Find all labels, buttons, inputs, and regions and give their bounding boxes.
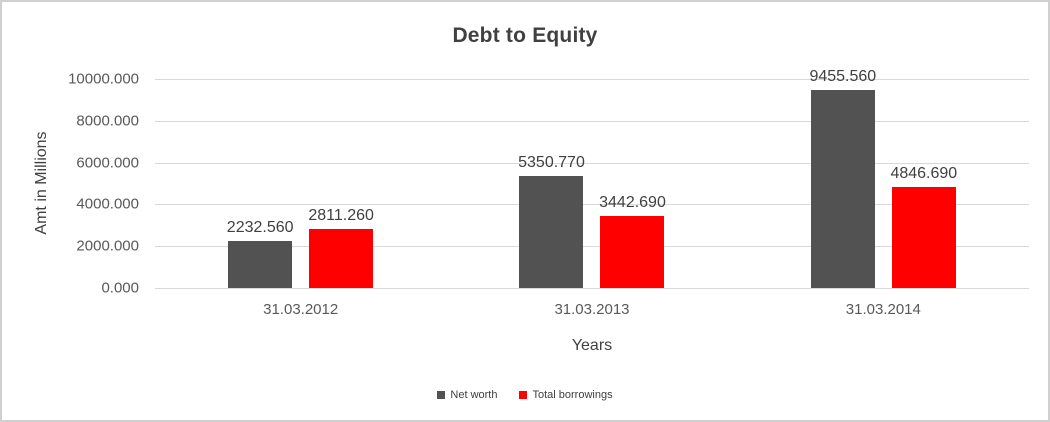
legend-label: Net worth xyxy=(450,389,498,401)
legend-swatch-icon xyxy=(519,391,528,399)
bar-group: 2232.560 2811.260 xyxy=(155,79,446,288)
bar-total-borrowings: 2811.260 xyxy=(308,207,374,288)
gridline xyxy=(155,288,1029,289)
bar-groups: 2232.560 2811.260 5350.770 3442.690 9455.560… xyxy=(155,68,1029,288)
data-label: 4846.690 xyxy=(890,164,958,182)
y-tick-label: 0.000 xyxy=(101,279,139,297)
data-label: 2232.560 xyxy=(226,219,294,237)
bar-total-borrowings: 4846.690 xyxy=(890,165,957,288)
y-axis-ticks: 10000.000 8000.000 6000.000 4000.000 2000.00… xyxy=(2,71,147,297)
chart-title: Debt to Equity xyxy=(452,24,598,47)
x-axis-title: Years xyxy=(571,337,613,354)
plot-area: 2232.560 2811.260 5350.770 3442.690 9455.560… xyxy=(155,68,1029,289)
bar-net-worth: 2232.560 xyxy=(227,219,294,288)
y-tick-label: 6000.000 xyxy=(76,154,139,172)
legend-label: Total borrowings xyxy=(532,389,613,401)
gridline xyxy=(155,204,1029,206)
gridline xyxy=(155,79,1029,80)
x-tick-label: 31.03.2014 xyxy=(845,301,921,318)
bar-group: 9455.560 4846.690 xyxy=(738,68,1029,288)
x-tick-label: 31.03.2012 xyxy=(263,301,339,318)
data-label: 3442.690 xyxy=(599,194,666,212)
data-label: 2811.260 xyxy=(308,207,374,225)
gridline xyxy=(155,246,1029,248)
y-tick-label: 2000.000 xyxy=(76,237,139,255)
data-label: 5350.770 xyxy=(518,154,585,172)
bar-total-borrowings: 3442.690 xyxy=(599,194,666,288)
bar-group: 5350.770 3442.690 xyxy=(446,79,737,288)
x-axis-labels: 31.03.2012 31.03.2013 31.03.2014 xyxy=(155,301,1029,318)
legend: Net worth Total borrowings xyxy=(2,389,1048,401)
y-tick-label: 4000.000 xyxy=(76,195,139,213)
y-tick-label: 8000.000 xyxy=(76,112,139,130)
gridline xyxy=(155,120,1029,122)
legend-swatch-icon xyxy=(437,391,446,399)
gridline xyxy=(155,162,1029,164)
bar-net-worth: 5350.770 xyxy=(518,154,585,288)
y-tick-label: 10000.000 xyxy=(68,70,139,88)
legend-item-total-borrowings: Total borrowings xyxy=(519,389,613,401)
legend-item-net-worth: Net worth xyxy=(437,389,497,401)
data-label: 9455.560 xyxy=(809,68,877,86)
x-tick-label: 31.03.2013 xyxy=(554,301,630,318)
bar-net-worth: 9455.560 xyxy=(809,68,876,288)
